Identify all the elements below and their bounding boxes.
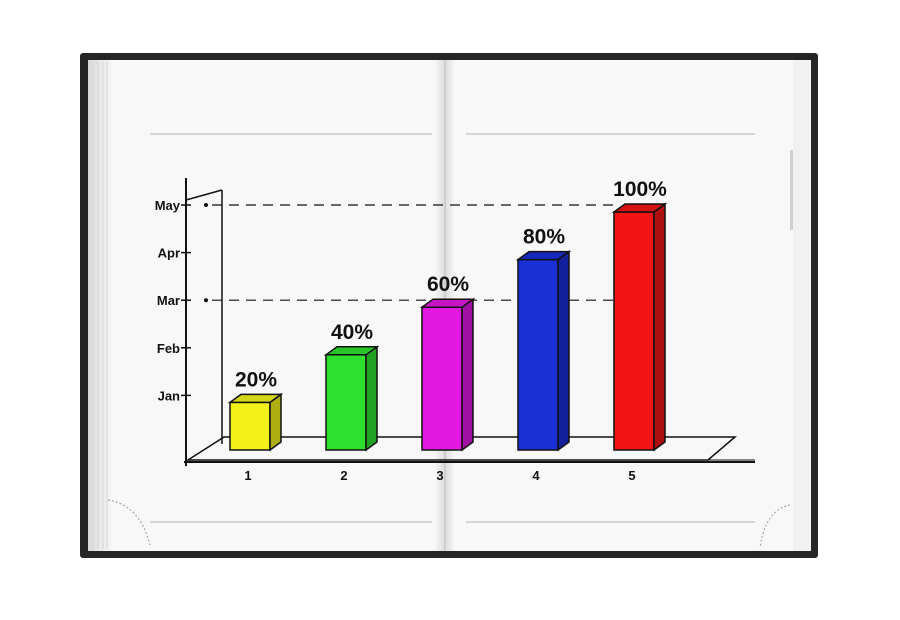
- bar-top: [323, 346, 380, 356]
- bookmark-strip: [790, 150, 793, 230]
- page-edge-lines: [92, 62, 108, 549]
- bar-3: [419, 297, 476, 452]
- left-page-edges: [88, 60, 112, 551]
- bar-chart: Jan Feb Mar Apr May 1 2 3 4 5 20% 40% 60% 80% 100%: [155, 178, 755, 483]
- y-ticks: Jan Feb Mar Apr May: [155, 198, 191, 403]
- bar-front: [421, 306, 463, 451]
- chart-floor: [185, 436, 738, 461]
- data-label: 40%: [331, 321, 373, 344]
- y-tick-label: Mar: [157, 293, 180, 308]
- bar-4: [515, 250, 572, 452]
- data-labels: 20% 40% 60% 80% 100%: [235, 178, 667, 391]
- reference-lines: [204, 203, 615, 303]
- data-label: 20%: [235, 368, 277, 391]
- x-tick-label: 2: [340, 468, 347, 483]
- bar-front: [517, 258, 559, 451]
- bars: [227, 202, 668, 452]
- bar-side: [461, 297, 474, 452]
- data-label: 100%: [613, 178, 667, 201]
- right-page-edges: [793, 60, 811, 551]
- corner-curl-left: [107, 499, 151, 546]
- left-page: [88, 60, 444, 551]
- bar-top: [611, 203, 668, 213]
- y-tick-label: May: [155, 198, 181, 213]
- bar-1: [227, 392, 284, 452]
- x-tick-label: 3: [436, 468, 443, 483]
- bar-side: [653, 202, 666, 452]
- y-tick-label: Apr: [158, 246, 180, 261]
- reference-dot: [204, 298, 208, 303]
- reference-dot: [204, 203, 208, 207]
- corner-curl-right: [759, 504, 791, 549]
- data-label: 80%: [523, 226, 565, 249]
- x-tick-label: 1: [244, 468, 251, 483]
- x-tick-label: 5: [628, 468, 635, 483]
- bar-side: [365, 345, 378, 452]
- bar-front: [325, 354, 367, 451]
- bar-front: [613, 211, 655, 451]
- bar-front: [229, 401, 271, 451]
- bar-side: [557, 250, 570, 452]
- bar-2: [323, 345, 380, 452]
- bar-5: [611, 202, 668, 452]
- bar-top: [227, 393, 284, 404]
- bar-top: [419, 298, 476, 308]
- y-tick-label: Feb: [157, 341, 180, 356]
- bar-side: [269, 392, 282, 452]
- back-wall-left: [185, 189, 223, 201]
- bar-top: [515, 250, 572, 261]
- y-tick-label: Jan: [158, 388, 180, 403]
- x-tick-labels: 1 2 3 4 5: [244, 468, 635, 483]
- data-label: 60%: [427, 273, 469, 296]
- x-tick-label: 4: [532, 468, 540, 483]
